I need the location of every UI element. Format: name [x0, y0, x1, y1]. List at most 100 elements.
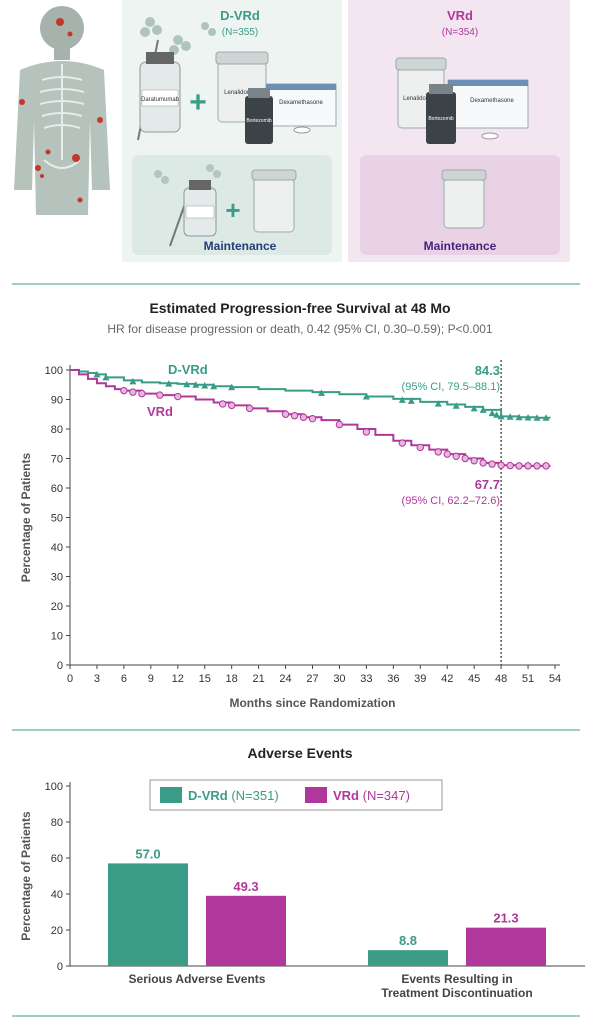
vrd-censor-mark [452, 452, 460, 460]
ae-bar-dvrd [368, 950, 448, 966]
pfs-y-tick-label: 20 [51, 601, 63, 613]
ae-bar-vrd [466, 927, 546, 966]
daratumumab-label: Daratumumab [141, 97, 180, 103]
pfs-x-tick-label: 15 [199, 673, 211, 685]
regimen-illustration: Daratumumab + Lenalidomide Dexamethasone… [0, 0, 600, 270]
pfs-x-tick-label: 45 [468, 673, 480, 685]
ae-title-text: Adverse Events [247, 745, 353, 761]
pfs-y-tick-label: 0 [57, 660, 63, 672]
patient-figure-icon [14, 6, 110, 215]
dexamethasone-label: Dexamethasone [279, 100, 323, 106]
ae-y-tick-label: 100 [45, 781, 63, 793]
vrd-48mo-value: 67.7 [475, 477, 500, 492]
pfs-y-tick-label: 30 [51, 572, 63, 584]
vrd-censor-mark [308, 414, 317, 423]
pfs-x-tick-label: 0 [67, 673, 73, 685]
vrd-maintenance-drugs [441, 169, 487, 229]
vrd-censor-mark [506, 461, 514, 470]
vrd-censor-mark [129, 388, 137, 396]
vrd-censor-mark [488, 460, 496, 468]
pfs-y-tick-label: 40 [51, 542, 63, 554]
dvrd-48mo-value: 84.3 [475, 363, 500, 378]
pfs-y-tick-label: 10 [51, 631, 63, 643]
ae-bar-value-label: 8.8 [399, 933, 417, 948]
dvrd-censor-mark [192, 381, 200, 388]
vrd-censor-mark [290, 412, 299, 420]
ae-legend-label: D-VRd (N=351) [188, 788, 279, 803]
ae-y-tick-label: 0 [57, 961, 63, 973]
vrd-censor-mark [533, 462, 541, 470]
vrd-censor-mark [335, 420, 344, 429]
pfs-x-tick-label: 3 [94, 673, 100, 685]
ae-legend-swatch [305, 787, 327, 803]
vrd-censor-mark [362, 428, 371, 436]
ae-bar-dvrd [108, 863, 188, 966]
vrd-censor-mark [398, 439, 407, 447]
pfs-y-tick-label: 60 [51, 483, 63, 495]
ae-legend-label: VRd (N=347) [333, 788, 410, 803]
divider-middle [12, 729, 580, 731]
ae-y-tick-label: 60 [51, 853, 63, 865]
pfs-x-tick-label: 24 [279, 673, 291, 685]
dvrd-censor-mark [165, 380, 173, 387]
pfs-y-tick-label: 90 [51, 395, 63, 407]
adverse-events-bar-chart: 0 20 40 60 80 100 57.0 49.3 8.8 21.3 Serious Adv… [19, 779, 585, 1000]
dvrd-regimen-n: (N=355) [222, 27, 258, 38]
dvrd-48mo-ci: (95% CI, 79.5–88.1) [402, 381, 500, 393]
pfs-x-tick-label: 39 [414, 673, 426, 685]
vrd-regimen-n: (N=354) [442, 27, 478, 38]
vrd-maintenance-label: Maintenance [424, 239, 497, 253]
pfs-x-axis-label: Months since Randomization [229, 696, 395, 710]
dexamethasone-label-vrd: Dexamethasone [470, 98, 514, 104]
pfs-y-tick-label: 70 [51, 454, 63, 466]
ae-bar-value-label: 57.0 [135, 846, 160, 861]
dvrd-censor-mark [452, 402, 460, 409]
svg-text:+: + [189, 86, 207, 119]
ae-y-tick-label: 40 [51, 889, 63, 901]
dvrd-censor-mark [129, 377, 137, 385]
dvrd-censor-mark [434, 400, 442, 407]
dvrd-censor-mark [362, 393, 370, 400]
dvrd-maintenance-drugs: + [154, 164, 297, 247]
ae-category-label: Treatment Discontinuation [381, 986, 532, 1000]
dvrd-censor-mark [506, 413, 514, 420]
vrd-censor-mark [443, 450, 451, 458]
vrd-censor-mark [524, 462, 532, 470]
dvrd-censor-mark [201, 381, 209, 389]
dvrd-censor-mark [493, 411, 501, 418]
pfs-subtitle: HR for disease progression or death, 0.4… [107, 322, 493, 336]
dvrd-censor-mark [470, 404, 478, 412]
dvrd-induction-drugs: Daratumumab + Lenalidomide Dexamethasone… [137, 17, 337, 144]
ae-title: Adverse Events [0, 745, 600, 761]
vrd-censor-mark [542, 462, 550, 470]
pfs-title: Estimated Progression-free Survival at 4… [149, 300, 451, 316]
pfs-y-axis-label: Percentage of Patients [19, 452, 33, 582]
pfs-x-tick-label: 54 [549, 673, 561, 685]
vrd-censor-mark [281, 410, 290, 418]
pfs-x-tick-label: 9 [148, 673, 154, 685]
vrd-regimen-name: VRd [447, 8, 473, 23]
dvrd-regimen-name: D-VRd [220, 8, 260, 23]
vrd-censor-mark [479, 459, 487, 467]
pfs-x-tick-label: 27 [306, 673, 318, 685]
ae-legend-swatch [160, 787, 182, 803]
ae-category-label: Events Resulting in [401, 972, 512, 986]
pfs-x-tick-label: 30 [333, 673, 345, 685]
vrd-induction-drugs: Lenalidomide Dexamethasone Bortezomib [395, 57, 529, 144]
pfs-x-tick-label: 33 [360, 673, 372, 685]
dvrd-censor-mark [228, 383, 236, 391]
regimen-illustration-svg: Daratumumab + Lenalidomide Dexamethasone… [14, 0, 570, 262]
ae-y-axis-label: Percentage of Patients [19, 811, 33, 941]
pfs-x-tick-label: 51 [522, 673, 534, 685]
vrd-censor-mark [434, 448, 442, 456]
dvrd-censor-mark [183, 380, 191, 388]
ae-category-label: Serious Adverse Events [129, 972, 266, 986]
pfs-x-tick-label: 18 [226, 673, 238, 685]
dvrd-censor-mark [533, 414, 541, 421]
pfs-x-tick-label: 42 [441, 673, 453, 685]
dvrd-censor-mark [317, 389, 325, 396]
dvrd-censor-mark [407, 397, 415, 404]
vrd-censor-mark [156, 391, 164, 399]
dvrd-censor-mark [488, 409, 496, 417]
vrd-censor-mark [497, 461, 505, 469]
